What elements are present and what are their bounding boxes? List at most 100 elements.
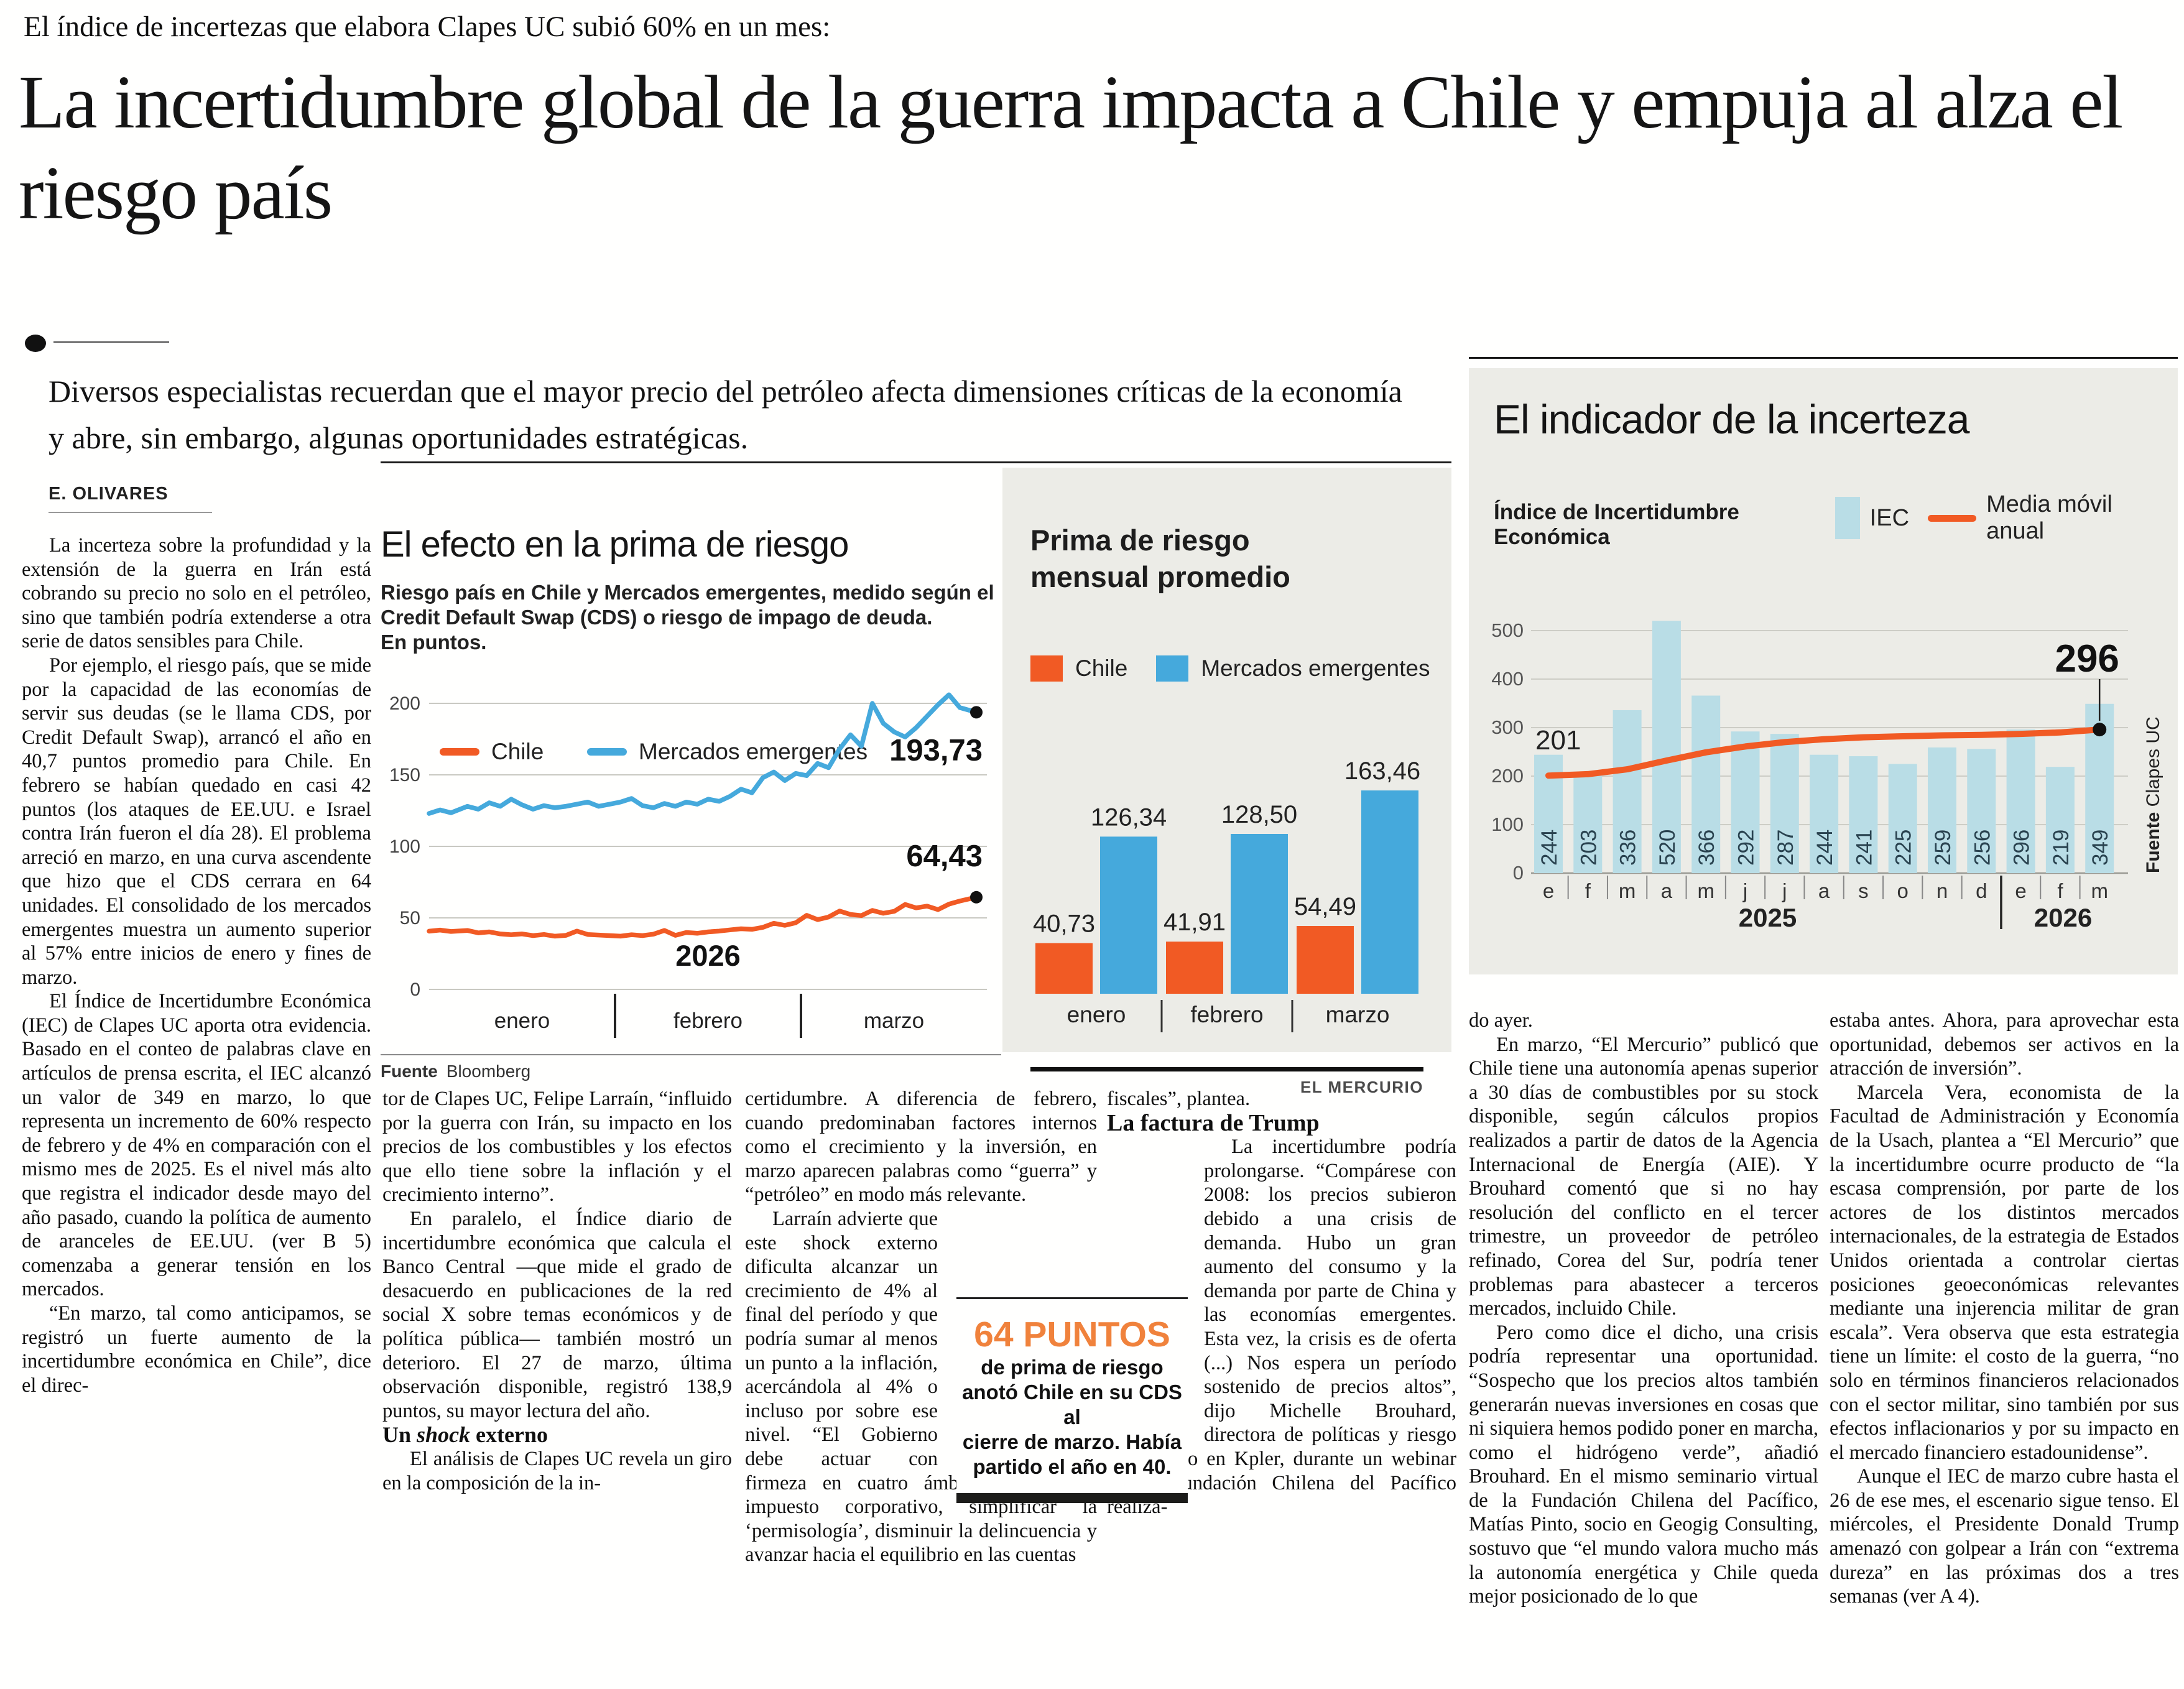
svg-text:0: 0 <box>410 979 420 1000</box>
svg-text:0: 0 <box>1513 862 1524 884</box>
paragraph: En marzo, “El Mercurio” publicó que Chil… <box>1469 1033 1818 1320</box>
svg-text:enero: enero <box>1067 1002 1126 1027</box>
subheading-part: Un <box>382 1422 417 1448</box>
svg-text:150: 150 <box>389 765 420 785</box>
svg-text:296: 296 <box>2010 830 2034 866</box>
svg-text:marzo: marzo <box>864 1009 924 1033</box>
svg-text:2026: 2026 <box>675 939 741 972</box>
svg-text:40,73: 40,73 <box>1033 910 1095 938</box>
paragraph: El análisis de Clapes UC revela un giro … <box>382 1447 732 1494</box>
chart-title: Prima de riesgo mensual promedio <box>1030 524 1290 593</box>
svg-text:41,91: 41,91 <box>1164 909 1226 936</box>
svg-text:241: 241 <box>1852 830 1876 866</box>
svg-text:163,46: 163,46 <box>1344 757 1420 785</box>
svg-text:349: 349 <box>2088 830 2112 866</box>
chart-subtitle: Índice de Incertidumbre Económica <box>1494 500 1739 549</box>
paragraph: Marcela Vera, economista de la Facultad … <box>1830 1081 2179 1464</box>
svg-text:j: j <box>1782 879 1787 902</box>
paragraph-text: Larraín advierte que este shock externo … <box>745 1207 1097 1566</box>
text-column-5: do ayer. En marzo, “El Mercurio” publicó… <box>1469 1009 1818 1609</box>
svg-text:m: m <box>1619 879 1636 902</box>
svg-text:128,50: 128,50 <box>1221 801 1297 828</box>
text-column-6: estaba antes. Ahora, para aprovechar est… <box>1830 1009 2179 1609</box>
svg-text:50: 50 <box>400 908 420 928</box>
svg-text:219: 219 <box>2049 830 2073 866</box>
paragraph: La incerteza sobre la profundidad y la e… <box>22 534 371 653</box>
callout-line: partido el año en 40. <box>973 1455 1172 1478</box>
bullet-rule <box>53 341 169 343</box>
svg-text:m: m <box>2091 879 2108 902</box>
legend-label: IEC <box>1869 504 1910 531</box>
paragraph: Pero como dice el dicho, una crisis podr… <box>1469 1321 1818 1608</box>
subheading: Un shock externo <box>382 1423 732 1447</box>
paragraph: Aunque el IEC de marzo cubre hasta el 26… <box>1830 1465 2179 1608</box>
svg-text:244: 244 <box>1537 830 1562 866</box>
svg-text:292: 292 <box>1734 830 1759 866</box>
section-rule-right <box>1469 357 2178 359</box>
kicker: El índice de incertezas que elabora Clap… <box>24 11 831 43</box>
bullet-marker <box>25 335 46 352</box>
svg-text:100: 100 <box>389 836 420 857</box>
svg-text:f: f <box>2057 879 2063 902</box>
callout-bottom-bar <box>956 1493 1188 1503</box>
legend-swatch-media-movil <box>1928 514 1977 522</box>
svg-text:201: 201 <box>1535 725 1581 756</box>
subtitle-line: Riesgo país en Chile y Mercados emergent… <box>381 581 994 604</box>
text-column-3: certidumbre. A diferencia de febrero, cu… <box>745 1087 1097 1567</box>
text-column-2: tor de Clapes UC, Felipe Larraín, “influ… <box>382 1087 732 1495</box>
callout-line: cierre de marzo. Había <box>962 1430 1182 1453</box>
svg-text:366: 366 <box>1695 830 1719 866</box>
svg-text:s: s <box>1858 879 1869 902</box>
chart-source: Fuente Bloomberg <box>381 1054 1001 1081</box>
svg-text:296: 296 <box>2055 637 2119 680</box>
callout-number: 64 PUNTOS <box>974 1315 1170 1354</box>
source-name: Bloomberg <box>446 1062 531 1081</box>
chart-credit: EL MERCURIO <box>1030 1067 1423 1097</box>
svg-text:marzo: marzo <box>1326 1002 1390 1027</box>
text-column-4: fiscales”, plantea. La factura de Trump … <box>1107 1087 1456 1519</box>
svg-text:500: 500 <box>1491 619 1524 641</box>
svg-text:287: 287 <box>1774 830 1798 866</box>
chart-legend: IEC Media móvil anual <box>1835 491 2159 545</box>
text-column-1: La incerteza sobre la profundidad y la e… <box>22 534 371 1397</box>
chart-iec-panel: El indicador de la incerteza Índice de I… <box>1469 368 2178 974</box>
paragraph: En paralelo, el Índice diario de incerti… <box>382 1207 732 1422</box>
deck: Diversos especialistas recuerdan que el … <box>49 374 1402 455</box>
subheading: La factura de Trump <box>1107 1109 1320 1136</box>
legend-label: Chile <box>1075 655 1128 681</box>
chart-subtitle-row: Índice de Incertidumbre Económica IEC Me… <box>1494 491 2159 550</box>
svg-text:54,49: 54,49 <box>1294 893 1356 920</box>
svg-text:200: 200 <box>389 693 420 714</box>
paragraph: do ayer. <box>1469 1009 1533 1032</box>
svg-text:Chile: Chile <box>491 739 544 764</box>
svg-text:2026: 2026 <box>2034 903 2092 932</box>
legend-swatch-emergentes <box>1156 655 1189 682</box>
paragraph: La incertidumbre podría prolongarse. “Co… <box>1107 1135 1456 1519</box>
chart-title: El indicador de la incerteza <box>1494 396 1969 442</box>
svg-text:m: m <box>1697 879 1714 902</box>
source-label: Fuente <box>381 1062 438 1081</box>
svg-text:200: 200 <box>1491 765 1524 787</box>
svg-text:a: a <box>1661 879 1673 902</box>
paragraph-text: La incertidumbre podría prolongarse. “Co… <box>1107 1136 1456 1519</box>
callout-line: de prima de riesgo <box>981 1356 1164 1379</box>
legend-swatch-iec <box>1835 497 1860 539</box>
svg-text:259: 259 <box>1931 830 1955 866</box>
svg-text:225: 225 <box>1892 830 1916 866</box>
paragraph: El Índice de Incertidumbre Económica (IE… <box>22 990 371 1301</box>
svg-text:febrero: febrero <box>673 1009 743 1033</box>
paragraph: tor de Clapes UC, Felipe Larraín, “influ… <box>382 1088 732 1206</box>
svg-text:enero: enero <box>494 1009 550 1033</box>
svg-text:203: 203 <box>1576 830 1601 866</box>
prima-bar-plot: 40,73 126,34 enero 41,91 128,50 febrero 54,49 1… <box>1033 757 1420 1032</box>
callout-box: 64 PUNTOS de prima de riesgo anotó Chile… <box>956 1297 1188 1503</box>
chart-prima-panel: Prima de riesgo mensual promedio Chile M… <box>1002 468 1451 1096</box>
paragraph: estaba antes. Ahora, para aprovechar est… <box>1830 1009 2179 1080</box>
svg-text:126,34: 126,34 <box>1091 803 1167 831</box>
svg-text:Fuente Clapes UC: Fuente Clapes UC <box>2143 716 2163 873</box>
iec-bar-line-plot: 0 100 200 300 400 500 244 e 203 f 336 m 520 a 366 m 292 j… <box>1491 619 2163 932</box>
headline: La incertidumbre global de la guerra imp… <box>19 60 2123 236</box>
svg-text:300: 300 <box>1491 716 1524 738</box>
legend-swatch-chile <box>1030 655 1063 682</box>
